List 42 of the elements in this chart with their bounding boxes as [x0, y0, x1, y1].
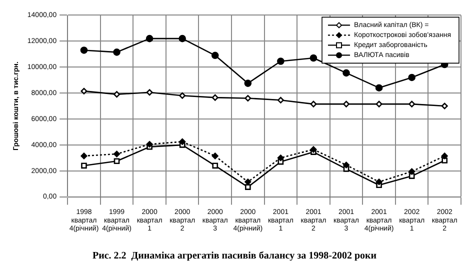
point	[310, 146, 317, 153]
point	[441, 102, 448, 110]
point	[408, 173, 415, 179]
point	[81, 162, 87, 169]
point	[441, 152, 448, 160]
point	[375, 84, 383, 92]
point	[114, 150, 120, 158]
point	[244, 178, 252, 186]
point	[408, 100, 416, 108]
point	[310, 100, 317, 108]
point	[408, 74, 416, 82]
point	[80, 46, 88, 54]
point	[212, 162, 218, 169]
point	[212, 94, 218, 101]
point	[342, 69, 350, 77]
point	[179, 138, 186, 145]
point	[244, 94, 252, 102]
point	[179, 92, 186, 99]
point	[277, 58, 284, 65]
point	[408, 168, 416, 175]
point	[343, 162, 350, 168]
point	[113, 48, 120, 56]
point	[212, 152, 218, 160]
point	[277, 154, 284, 162]
point	[80, 88, 88, 94]
point	[376, 100, 382, 108]
point	[211, 52, 219, 60]
point	[114, 158, 120, 164]
point	[244, 80, 252, 87]
point	[376, 178, 382, 186]
point	[310, 54, 318, 62]
point	[244, 184, 251, 190]
point	[146, 141, 153, 148]
point	[114, 91, 120, 98]
point	[80, 152, 88, 160]
point	[277, 96, 284, 104]
point	[442, 158, 448, 164]
point	[146, 89, 153, 96]
point	[343, 100, 350, 108]
text: Рис. 2.2 Динаміка агрегатів пасивів балансу за 1998-2002 роки	[92, 250, 377, 262]
point	[178, 34, 186, 42]
point	[146, 34, 154, 42]
